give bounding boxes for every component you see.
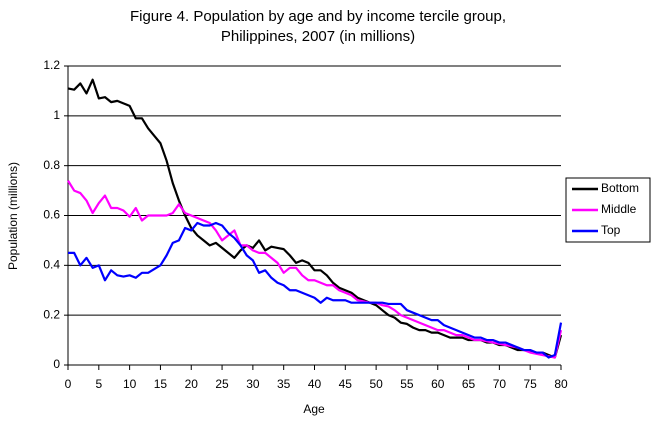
x-tick-label: 40 (308, 377, 322, 391)
x-axis-label: Age (303, 402, 325, 416)
legend-label: Bottom (601, 181, 639, 195)
legend-label: Top (601, 223, 621, 237)
y-tick-label: 0.6 (43, 208, 60, 222)
x-tick-label: 30 (246, 377, 260, 391)
x-tick-label: 50 (369, 377, 383, 391)
series-line (68, 221, 563, 359)
x-tick-label: 80 (554, 377, 568, 391)
x-tick-label: 55 (400, 377, 414, 391)
x-tick-label: 65 (462, 377, 476, 391)
y-tick-label: 0 (53, 357, 60, 371)
legend-label: Middle (601, 202, 637, 216)
y-tick-label: 0.8 (43, 158, 60, 172)
x-tick-label: 45 (339, 377, 353, 391)
x-tick-label: 70 (493, 377, 507, 391)
x-tick-label: 60 (431, 377, 445, 391)
y-tick-label: 1 (53, 108, 60, 122)
series-line (67, 180, 563, 359)
x-tick-label: 10 (123, 377, 137, 391)
x-tick-label: 0 (65, 377, 72, 391)
x-tick-label: 35 (277, 377, 291, 391)
chart-title: Figure 4. Population by age and by incom… (130, 8, 506, 25)
chart-title: Philippines, 2007 (in millions) (221, 28, 415, 45)
x-tick-label: 20 (185, 377, 199, 391)
x-tick-label: 25 (215, 377, 229, 391)
y-tick-label: 0.4 (43, 258, 60, 272)
y-tick-label: 0.2 (43, 307, 60, 321)
y-axis-label: Population (millions) (6, 162, 20, 270)
y-tick-label: 1.2 (43, 58, 60, 72)
x-tick-label: 5 (95, 377, 102, 391)
x-tick-label: 15 (154, 377, 168, 391)
x-tick-label: 75 (524, 377, 538, 391)
